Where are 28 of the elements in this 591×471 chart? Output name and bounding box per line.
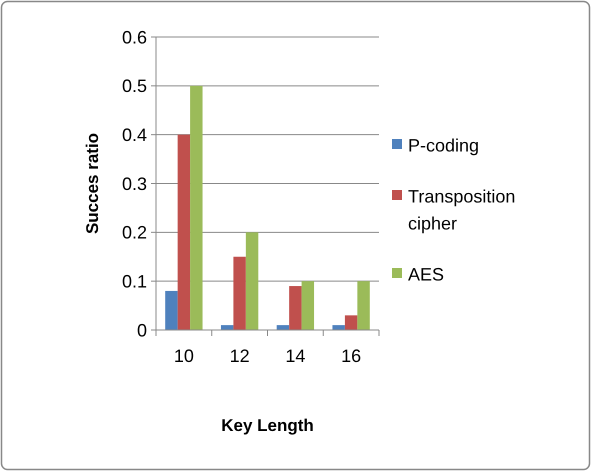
bar: [344, 315, 358, 330]
bar: [246, 232, 258, 330]
y-tick-label: 0.2: [122, 222, 147, 243]
bar: [289, 286, 302, 330]
bar: [190, 86, 203, 330]
x-tick-label: 10: [174, 346, 194, 366]
bar: [276, 325, 290, 330]
y-tick-label: 0.4: [122, 124, 147, 145]
legend-label: P-coding: [408, 135, 480, 156]
y-tick-label: 0.3: [122, 174, 147, 194]
y-tick-label: 0: [136, 320, 147, 340]
legend-label: AES: [408, 264, 444, 284]
x-tick-label: 12: [230, 346, 250, 366]
y-tick-label: 0.5: [122, 76, 147, 96]
y-tick-label: 0.1: [122, 271, 147, 292]
bar: [165, 290, 178, 330]
x-tick-label: 16: [341, 346, 362, 366]
bar: [178, 134, 190, 330]
y-tick-label: 0.6: [122, 27, 147, 48]
x-axis-title: Key Length: [221, 416, 314, 435]
x-tick-label: 14: [285, 346, 306, 366]
bar: [332, 325, 345, 330]
bar: [233, 256, 246, 330]
y-axis-title: Succes ratio: [83, 132, 102, 234]
bar: [220, 325, 234, 330]
bar: [357, 281, 370, 330]
bar: [302, 281, 314, 330]
legend-label: Transposition cipher: [408, 186, 516, 234]
